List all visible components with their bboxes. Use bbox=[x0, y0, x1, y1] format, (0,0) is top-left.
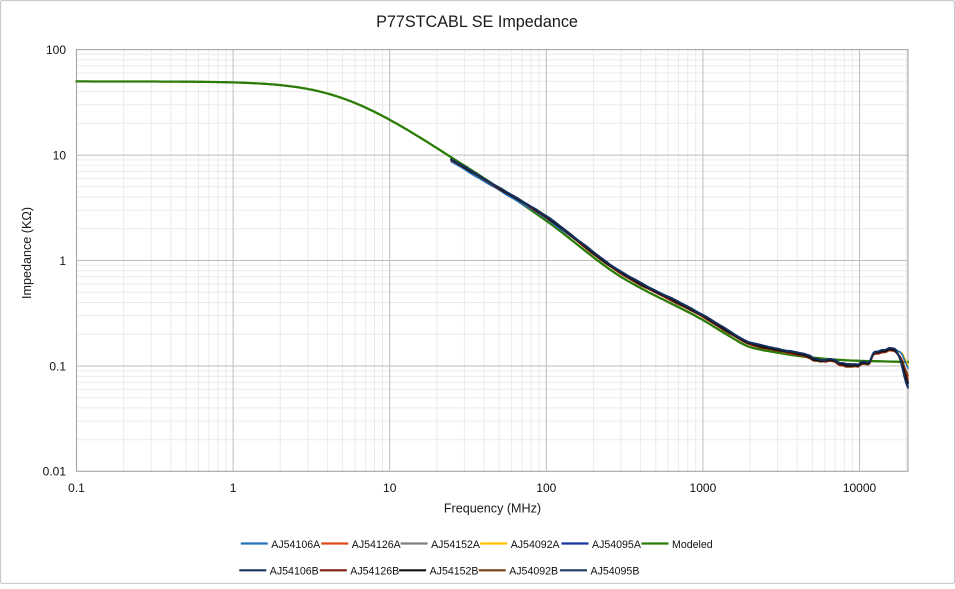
svg-text:AJ54126B: AJ54126B bbox=[350, 566, 399, 578]
svg-text:P77STCABL SE Impedance: P77STCABL SE Impedance bbox=[376, 13, 578, 31]
svg-text:1: 1 bbox=[230, 481, 237, 495]
svg-text:10: 10 bbox=[383, 481, 397, 495]
svg-text:0.1: 0.1 bbox=[68, 481, 85, 495]
svg-text:0.1: 0.1 bbox=[49, 359, 66, 373]
svg-text:100: 100 bbox=[536, 481, 556, 495]
svg-text:AJ54152B: AJ54152B bbox=[430, 566, 479, 578]
svg-text:AJ54106B: AJ54106B bbox=[270, 566, 319, 578]
svg-text:AJ54095B: AJ54095B bbox=[591, 566, 640, 578]
svg-text:Modeled: Modeled bbox=[672, 539, 713, 551]
svg-text:Frequency (MHz): Frequency (MHz) bbox=[444, 502, 541, 516]
svg-text:100: 100 bbox=[46, 43, 66, 57]
svg-text:AJ54152A: AJ54152A bbox=[431, 539, 481, 551]
svg-text:AJ54092A: AJ54092A bbox=[511, 539, 561, 551]
svg-text:AJ54126A: AJ54126A bbox=[352, 539, 402, 551]
svg-text:1: 1 bbox=[59, 254, 66, 268]
svg-text:AJ54092B: AJ54092B bbox=[509, 566, 558, 578]
svg-text:0.01: 0.01 bbox=[43, 465, 67, 479]
svg-text:AJ54095A: AJ54095A bbox=[592, 539, 642, 551]
svg-text:1000: 1000 bbox=[690, 481, 717, 495]
svg-text:10: 10 bbox=[53, 148, 67, 162]
svg-text:Impedance (KΩ): Impedance (KΩ) bbox=[20, 207, 34, 299]
svg-text:AJ54106A: AJ54106A bbox=[271, 539, 321, 551]
svg-text:10000: 10000 bbox=[843, 481, 877, 495]
